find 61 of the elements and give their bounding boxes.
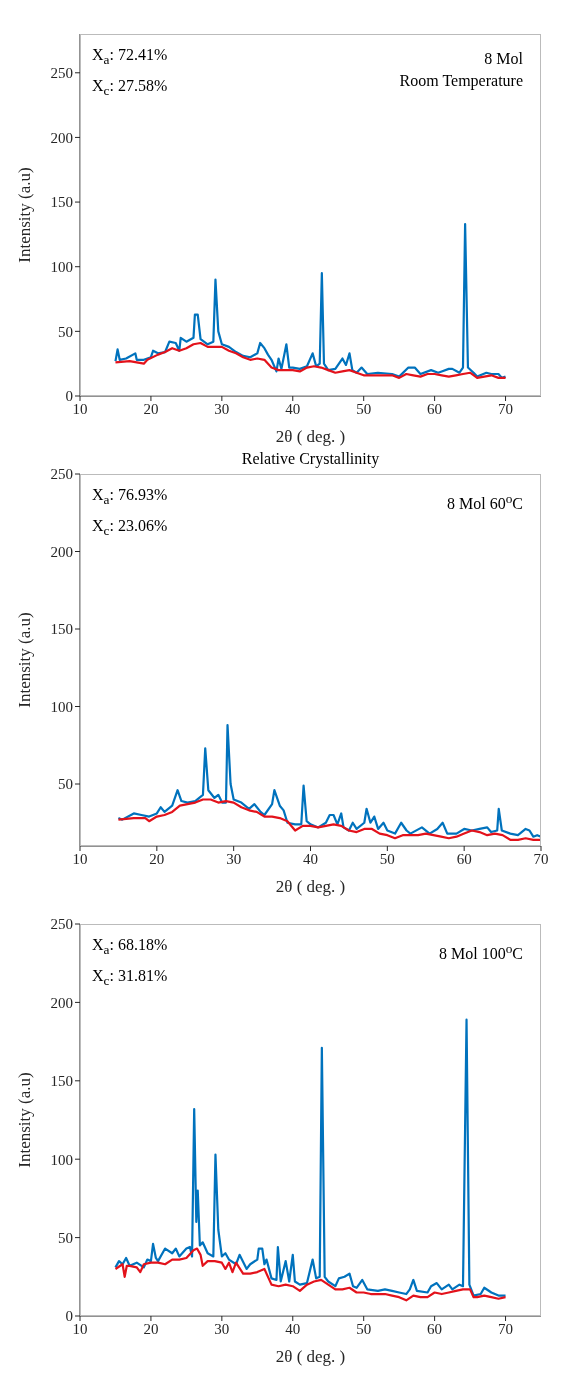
annotation: 8 Mol [483, 49, 523, 69]
y-tick-label: 0 [65, 1308, 73, 1325]
y-tick-label: 0 [65, 388, 73, 405]
annotation: 8 Mol 100$^{o}$C [438, 940, 523, 965]
chart-title: Relative Crystallinity [240, 450, 381, 468]
x-tick-label: 10 [72, 850, 88, 867]
y-tick-label: 200 [50, 129, 73, 146]
x-tick-label: 50 [356, 1320, 372, 1337]
y-tick-label: 150 [50, 621, 73, 638]
annotation: X$_{c}$: 23.06% [92, 516, 168, 541]
x-tick-label: 60 [427, 400, 443, 417]
annotation: X$_{a}$: 72.41% [92, 45, 168, 70]
annotation: Room Temperature [399, 71, 523, 92]
x-axis-title: 2θ ( deg. ) [275, 427, 346, 446]
line-series [114, 341, 507, 379]
x-tick-label: 30 [214, 400, 230, 417]
x-tick-label: 10 [72, 400, 88, 417]
y-tick-label: 250 [50, 466, 73, 483]
x-tick-label: 40 [285, 1320, 301, 1337]
line-series [117, 724, 541, 838]
line-series [117, 798, 541, 841]
x-tick-label: 20 [143, 1320, 159, 1337]
x-tick-label: 60 [456, 850, 472, 867]
y-tick-label: 100 [50, 1151, 73, 1168]
line-series [114, 1018, 507, 1297]
x-tick-label: 70 [498, 1320, 514, 1337]
annotation: X$_{c}$: 27.58% [92, 76, 168, 101]
y-axis-title: Intensity (a.u) [15, 167, 34, 263]
y-tick-label: 50 [58, 776, 73, 793]
y-tick-label: 100 [50, 259, 73, 276]
x-tick-label: 20 [149, 850, 165, 867]
x-tick-label: 30 [226, 850, 242, 867]
annotation: 8 Mol 60$^{o}$C [446, 490, 523, 515]
x-tick-label: 40 [303, 850, 318, 867]
y-tick-label: 250 [50, 916, 73, 933]
y-axis-title: Intensity (a.u) [15, 1072, 34, 1168]
line-series [114, 222, 507, 379]
y-tick-label: 100 [50, 698, 73, 715]
y-tick-label: 150 [50, 1073, 73, 1090]
annotation: X$_{c}$: 31.81% [92, 966, 168, 991]
x-tick-label: 10 [72, 1320, 88, 1337]
y-tick-label: 250 [50, 65, 73, 82]
y-tick-label: 150 [50, 194, 73, 211]
x-tick-label: 50 [379, 850, 395, 867]
x-tick-label: 70 [498, 400, 514, 417]
x-tick-label: 60 [427, 1320, 443, 1337]
x-axis-title: 2θ ( deg. ) [275, 1347, 346, 1366]
x-axis-title: 2θ ( deg. ) [275, 877, 346, 896]
y-tick-label: 50 [58, 323, 73, 340]
x-tick-label: 30 [214, 1320, 230, 1337]
x-tick-label: 70 [533, 850, 549, 867]
y-tick-label: 200 [50, 543, 73, 560]
line-series [114, 1247, 507, 1302]
y-axis-title: Intensity (a.u) [15, 612, 34, 708]
annotation: X$_{a}$: 76.93% [92, 485, 168, 510]
x-tick-label: 20 [143, 400, 159, 417]
x-tick-label: 50 [356, 400, 372, 417]
y-tick-label: 50 [58, 1229, 73, 1246]
annotation: X$_{a}$: 68.18% [92, 935, 168, 960]
y-tick-label: 200 [50, 994, 73, 1011]
x-tick-label: 40 [285, 400, 301, 417]
